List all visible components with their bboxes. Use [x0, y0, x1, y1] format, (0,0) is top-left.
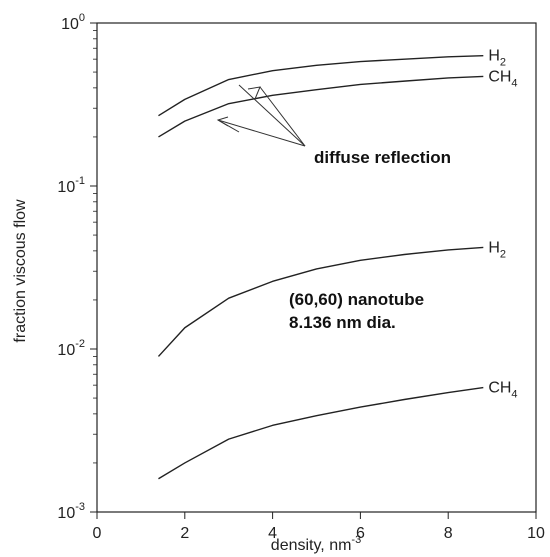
arrow-stub-lower [217, 119, 240, 133]
annotation-diffuse-reflection: diffuse reflection [314, 148, 451, 167]
x-tick-label: 2 [180, 525, 189, 542]
x-tick-label: 10 [527, 525, 545, 542]
x-tick-label: 0 [93, 525, 102, 542]
series-label-2: CH4 [488, 68, 517, 89]
x-axis-label: density, nm-3 [271, 534, 361, 554]
plot-area-border [96, 22, 537, 513]
x-tick-label: 8 [444, 525, 453, 542]
y-tick-label: 10-1 [57, 175, 85, 196]
annotation-nanotube: (60,60) nanotube [289, 290, 424, 309]
annotation-arrows [216, 84, 306, 147]
arrow-head-upper-right [247, 86, 261, 100]
arrow-shaft-upper-left [238, 84, 306, 147]
plot-frame [96, 22, 537, 513]
y-tick-label: 100 [61, 12, 85, 33]
series-label-3: H2 [488, 239, 506, 260]
x-axis-ticks: 0 2 4 6 8 10 [93, 512, 545, 542]
arrow-shaft-lower [217, 119, 306, 147]
x-tick-label: 4 [268, 525, 277, 542]
y-tick-label: 10-2 [57, 338, 85, 359]
series-line-1 [158, 55, 484, 117]
series-lines [157, 55, 484, 480]
x-tick-label: 6 [356, 525, 365, 542]
y-axis-label: fraction viscous flow [12, 199, 29, 343]
series-label-1: H2 [488, 48, 506, 69]
y-axis-ticks: 100 10-1 10-2 10-3 [57, 12, 97, 522]
arrow-shaft-upper-right [259, 86, 306, 147]
series-line-2 [158, 75, 484, 138]
series-line-4 [158, 386, 484, 480]
series-label-4: CH4 [488, 380, 517, 401]
y-tick-label: 10-3 [57, 501, 85, 522]
annotation-diameter: 8.136 nm dia. [289, 313, 396, 332]
series-line-3 [157, 246, 484, 357]
